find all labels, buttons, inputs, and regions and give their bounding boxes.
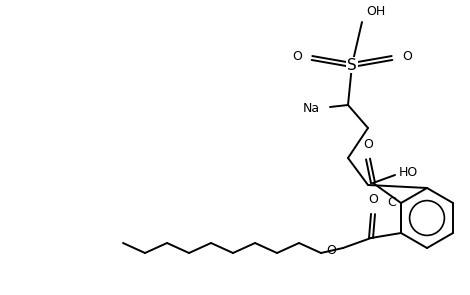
Text: O: O: [402, 50, 412, 63]
Text: Na: Na: [303, 101, 320, 114]
Text: O: O: [292, 50, 302, 63]
Text: HO: HO: [399, 166, 418, 179]
Text: OH: OH: [366, 5, 385, 18]
Text: O: O: [326, 245, 336, 258]
Text: O: O: [363, 138, 373, 151]
Text: O: O: [368, 193, 378, 206]
Text: C: C: [387, 196, 396, 209]
Text: S: S: [347, 58, 357, 73]
